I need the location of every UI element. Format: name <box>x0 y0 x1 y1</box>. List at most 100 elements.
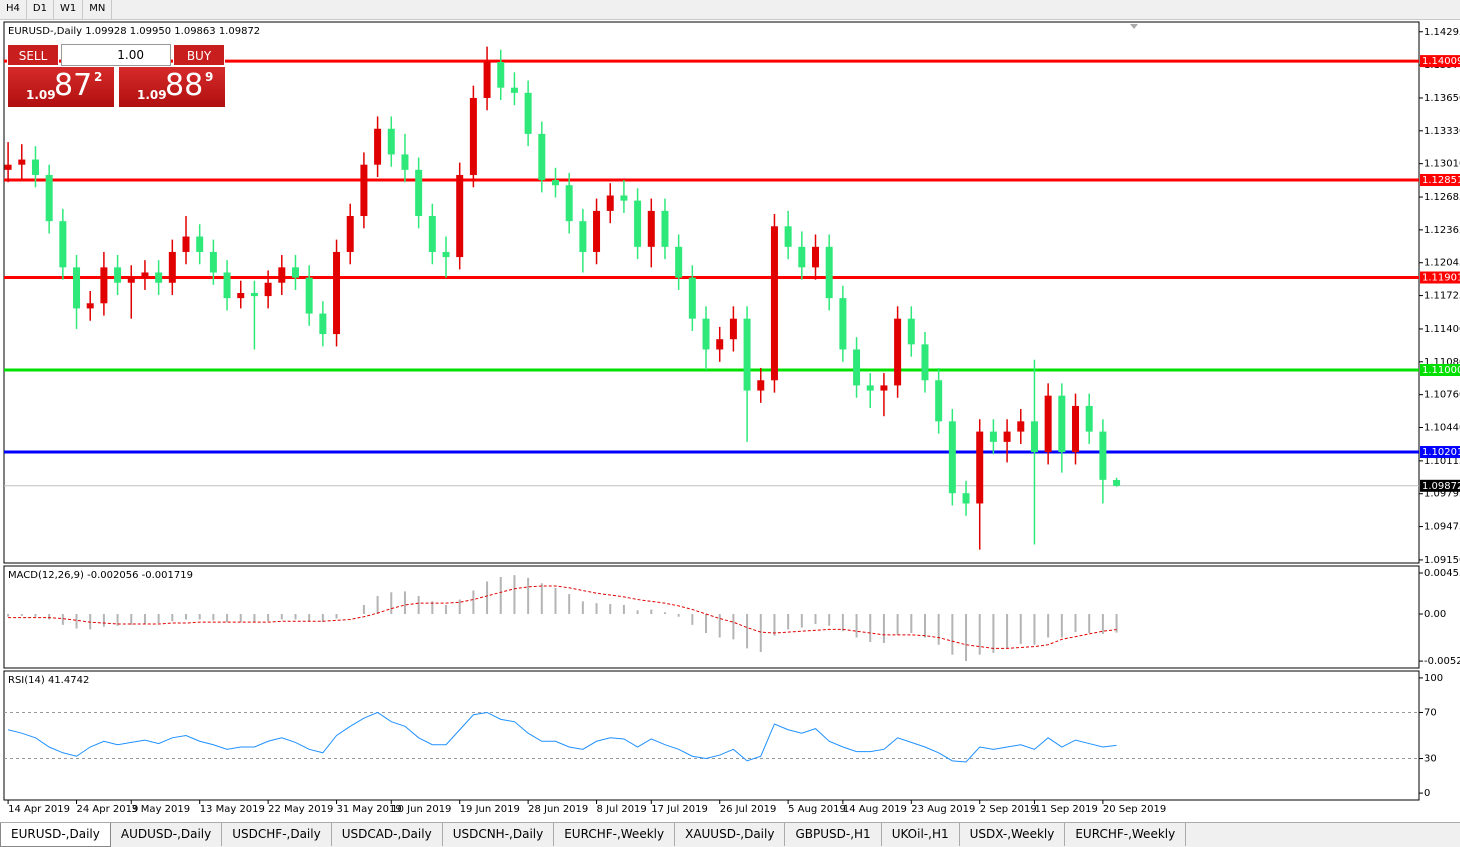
chart-tab[interactable]: EURCHF-,Weekly <box>1065 823 1187 846</box>
candle-body <box>606 195 614 211</box>
candle-body <box>1072 405 1080 453</box>
candle-body <box>729 318 737 340</box>
candle-body <box>374 128 382 165</box>
x-tick-label: 28 Jun 2019 <box>528 804 588 815</box>
macd-signal <box>8 585 1117 649</box>
candle-body <box>661 210 669 247</box>
chart-tab[interactable]: UKOil-,H1 <box>882 823 960 846</box>
candle-body <box>86 303 94 309</box>
chart-tab[interactable]: EURUSD-,Daily <box>0 823 111 847</box>
candle-body <box>209 251 217 273</box>
chart: 1.142951.139701.136501.133301.130101.126… <box>3 21 1460 815</box>
candle-body <box>907 318 915 345</box>
candle-body <box>770 226 778 381</box>
candle-body <box>675 246 683 278</box>
level-label: 1.09872 <box>1422 481 1460 492</box>
price-fraction: 9 <box>205 70 214 84</box>
y-tick-label: 100 <box>1424 673 1443 684</box>
level-label: 1.14009 <box>1422 56 1460 67</box>
price-big: 1.09 <box>26 88 56 102</box>
candle-body <box>812 246 820 268</box>
chart-tab[interactable]: USDX-,Weekly <box>960 823 1066 846</box>
y-tick-label: 1.11400 <box>1424 324 1460 335</box>
chart-tab[interactable]: GBPUSD-,H1 <box>785 823 882 846</box>
candle-body <box>305 277 313 314</box>
level-label-box <box>1420 446 1460 459</box>
period-button[interactable]: W1 <box>54 0 84 19</box>
period-button[interactable]: MN <box>83 0 113 19</box>
chart-tab[interactable]: XAUUSD-,Daily <box>675 823 786 846</box>
chart-tab[interactable]: USDCAD-,Daily <box>332 823 443 846</box>
candle-body <box>853 349 861 386</box>
sell-button[interactable]: SELL <box>7 44 59 66</box>
candle-body <box>935 380 943 422</box>
level-label-box <box>1420 55 1460 68</box>
level-label-box <box>1420 173 1460 186</box>
candle-body <box>319 313 327 335</box>
candle-body <box>757 380 765 391</box>
y-tick-label: 1.13330 <box>1424 126 1460 137</box>
candle-body <box>196 236 204 252</box>
candle-body <box>921 344 929 381</box>
chart-tab[interactable]: AUDUSD-,Daily <box>111 823 223 846</box>
x-tick-label: 2 Sep 2019 <box>980 804 1037 815</box>
y-tick-label: 1.09150 <box>1424 555 1460 566</box>
chart-tab[interactable]: EURCHF-,Weekly <box>554 823 676 846</box>
candle-body <box>524 92 532 134</box>
x-tick-label: 14 Apr 2019 <box>8 804 70 815</box>
candle-body <box>839 298 847 350</box>
y-tick-label: 1.09475 <box>1424 522 1460 533</box>
y-tick-label: 1.10760 <box>1424 390 1460 401</box>
candle-body <box>1085 405 1093 432</box>
candle-body <box>497 62 505 88</box>
candle-body <box>100 267 108 304</box>
candle-body <box>1058 395 1066 453</box>
candle-body <box>73 267 81 309</box>
candle-body <box>894 318 902 386</box>
candle-body <box>565 185 573 222</box>
price-big: 1.09 <box>137 88 167 102</box>
x-tick-label: 11 Sep 2019 <box>1034 804 1097 815</box>
candle-body <box>155 272 163 283</box>
candle-body <box>127 277 135 283</box>
y-tick-label: 1.10115 <box>1424 456 1460 467</box>
candle-body <box>291 267 299 278</box>
candle-body <box>278 267 286 283</box>
buy-button[interactable]: BUY <box>173 44 225 66</box>
candle-body <box>59 221 67 268</box>
level-label-box <box>1420 271 1460 284</box>
level-label: 1.12851 <box>1422 175 1460 186</box>
candle-body <box>688 277 696 319</box>
candle-body <box>469 97 477 175</box>
candle-body <box>346 216 354 252</box>
chart-tab[interactable]: USDCNH-,Daily <box>443 823 555 846</box>
candle-body <box>1003 431 1011 442</box>
candle-body <box>18 159 26 165</box>
period-button[interactable]: H4 <box>0 0 27 19</box>
chart-tab[interactable]: USDCHF-,Daily <box>222 823 332 846</box>
x-tick-label: 17 Jul 2019 <box>651 804 708 815</box>
candle-body <box>182 236 190 252</box>
period-button[interactable]: D1 <box>27 0 54 19</box>
y-tick-label: 1.12685 <box>1424 192 1460 203</box>
x-tick-label: 5 Aug 2019 <box>788 804 846 815</box>
candle-body <box>647 210 655 247</box>
candle-body <box>880 385 888 391</box>
candle-body <box>593 210 601 252</box>
sell-price[interactable]: 1.09 87 2 <box>7 66 115 108</box>
level-label: 1.10201 <box>1422 447 1460 458</box>
buy-price[interactable]: 1.09 88 9 <box>118 66 226 108</box>
panel-frame <box>3 670 1420 801</box>
candle-body <box>634 200 642 247</box>
x-tick-label: 8 Jul 2019 <box>597 804 647 815</box>
candle-body <box>237 293 245 299</box>
candle-body <box>141 272 149 278</box>
rsi-line <box>7 711 1117 763</box>
volume-input[interactable]: 1.00 <box>61 44 171 66</box>
candle-body <box>743 318 751 391</box>
candle-body <box>223 272 231 299</box>
y-tick-label: 1.13010 <box>1424 159 1460 170</box>
candle-body <box>1030 421 1038 453</box>
candle-body <box>702 318 710 350</box>
